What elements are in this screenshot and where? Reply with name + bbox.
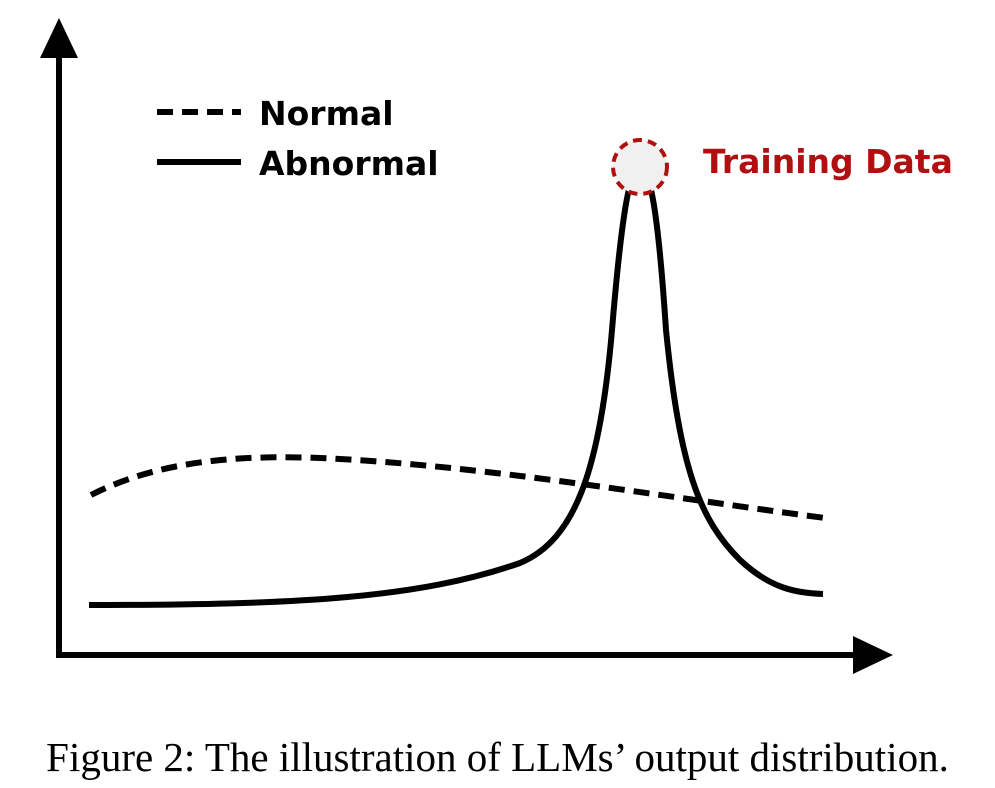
normal-curve: [89, 454, 826, 521]
distribution-diagram: Normal Abnormal Training Data: [40, 18, 953, 674]
figure-caption: Figure 2: The illustration of LLMs’ outp…: [46, 734, 949, 780]
abnormal-curve: [88, 164, 824, 608]
x-axis-arrowhead: [853, 636, 893, 674]
y-axis-arrowhead: [40, 18, 78, 58]
training-data-label: Training Data: [703, 142, 953, 181]
legend-normal-label: Normal: [259, 94, 394, 133]
legend-abnormal-label: Abnormal: [259, 144, 439, 183]
training-data-marker: [611, 138, 669, 196]
